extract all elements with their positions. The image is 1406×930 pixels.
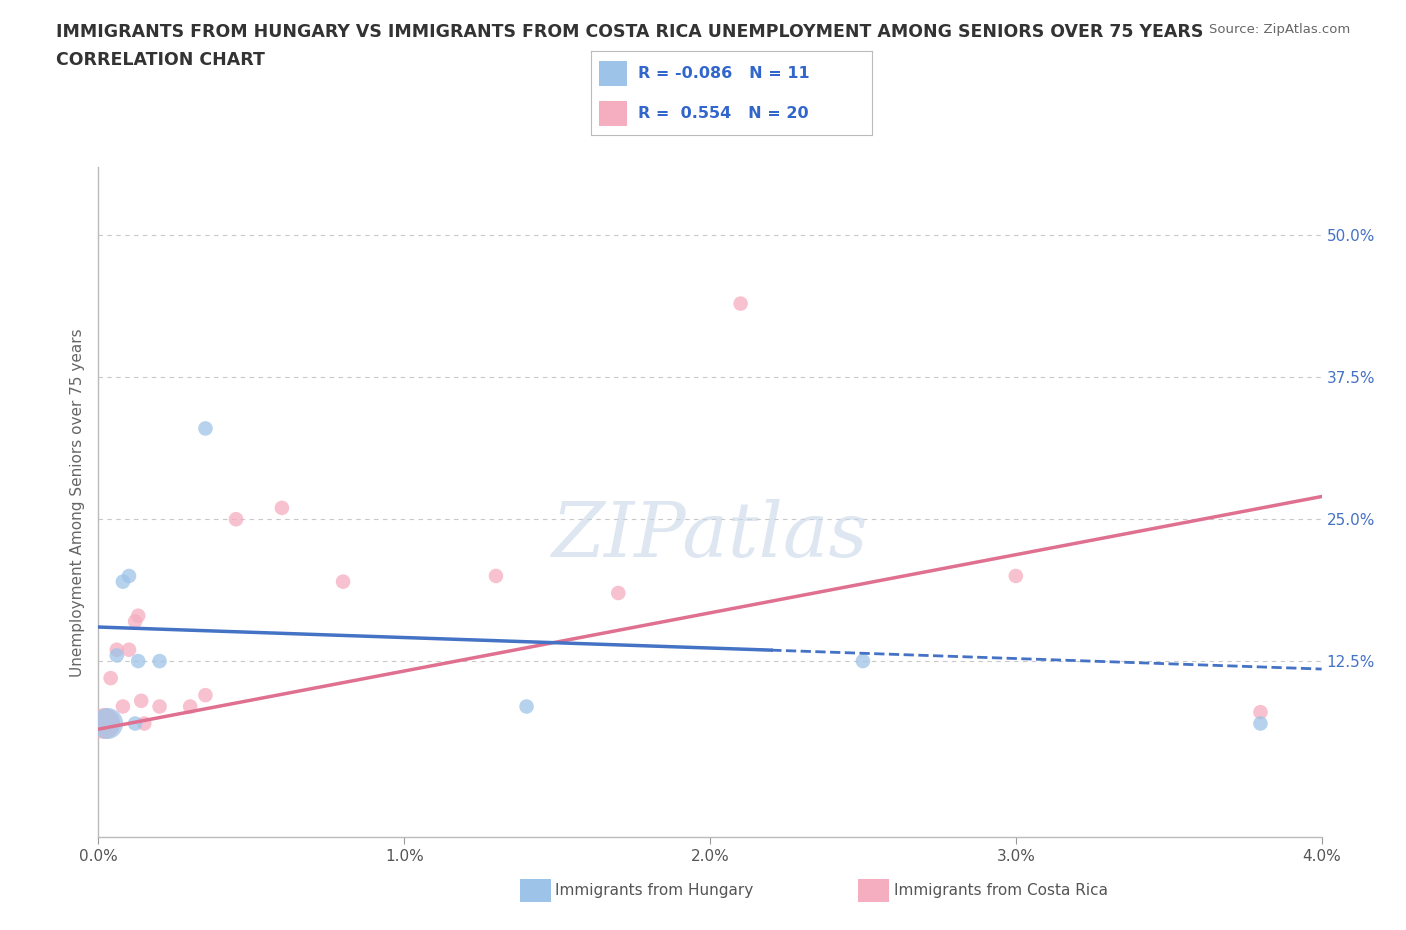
Point	[100, 671, 122, 685]
Bar	[599, 61, 627, 86]
Point	[270, 500, 294, 515]
Point	[129, 694, 152, 709]
Point	[105, 643, 128, 658]
Bar	[599, 101, 627, 126]
Text: Immigrants from Hungary: Immigrants from Hungary	[555, 883, 754, 897]
Point	[118, 643, 141, 658]
Point	[516, 699, 538, 714]
Point	[730, 296, 752, 311]
Point	[149, 699, 172, 714]
Point	[607, 586, 630, 601]
Point	[105, 648, 128, 663]
Point	[111, 699, 134, 714]
Text: R =  0.554   N = 20: R = 0.554 N = 20	[638, 106, 808, 121]
Point	[485, 568, 508, 583]
Point	[1004, 568, 1026, 583]
Point	[93, 716, 115, 731]
Text: Immigrants from Costa Rica: Immigrants from Costa Rica	[894, 883, 1108, 897]
Point	[97, 716, 120, 731]
Point	[1249, 716, 1271, 731]
Y-axis label: Unemployment Among Seniors over 75 years: Unemployment Among Seniors over 75 years	[69, 328, 84, 676]
Point	[134, 716, 156, 731]
Point	[194, 421, 217, 436]
Text: R = -0.086   N = 11: R = -0.086 N = 11	[638, 66, 810, 81]
Point	[1249, 705, 1271, 720]
Point	[118, 568, 141, 583]
Point	[127, 654, 149, 669]
Point	[111, 574, 134, 589]
Point	[127, 608, 149, 623]
Point	[149, 654, 172, 669]
Text: Source: ZipAtlas.com: Source: ZipAtlas.com	[1209, 23, 1350, 36]
Point	[124, 614, 146, 629]
Point	[124, 716, 146, 731]
Point	[332, 574, 354, 589]
Point	[194, 687, 217, 702]
Text: ZIPatlas: ZIPatlas	[551, 498, 869, 573]
Text: CORRELATION CHART: CORRELATION CHART	[56, 51, 266, 69]
Point	[225, 512, 247, 526]
Point	[179, 699, 201, 714]
Text: IMMIGRANTS FROM HUNGARY VS IMMIGRANTS FROM COSTA RICA UNEMPLOYMENT AMONG SENIORS: IMMIGRANTS FROM HUNGARY VS IMMIGRANTS FR…	[56, 23, 1204, 41]
Point	[852, 654, 875, 669]
